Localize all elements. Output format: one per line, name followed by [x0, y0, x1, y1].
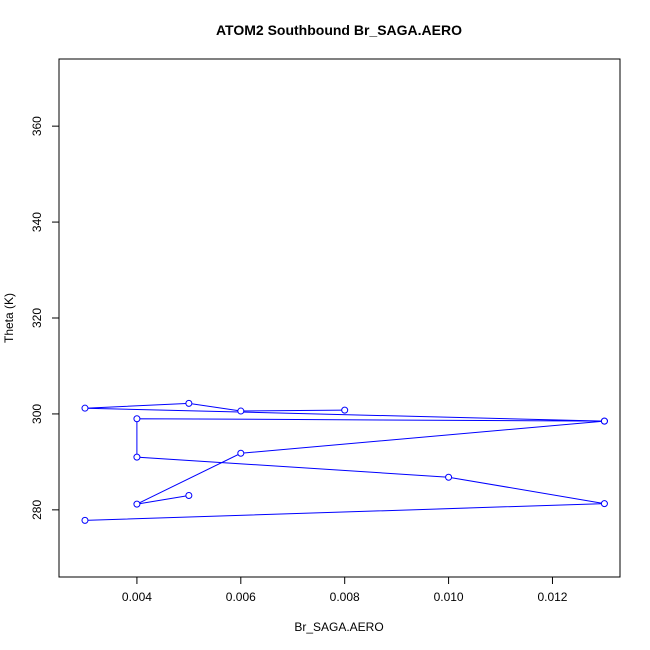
- x-axis: 0.004 0.006 0.008 0.010 0.012: [122, 576, 568, 604]
- y-tick-label: 320: [30, 308, 44, 328]
- data-point: [133, 415, 141, 423]
- data-point: [600, 500, 608, 508]
- y-tick-label: 280: [30, 500, 44, 520]
- y-tick-label: 340: [30, 212, 44, 232]
- data-point: [237, 407, 245, 415]
- x-axis-label: Br_SAGA.AERO: [294, 620, 383, 634]
- data-point: [185, 399, 193, 407]
- data-point: [341, 406, 349, 414]
- x-tick-label: 0.008: [330, 590, 360, 604]
- x-tick-label: 0.012: [537, 590, 567, 604]
- data-point: [81, 516, 89, 524]
- x-tick-label: 0.010: [434, 590, 464, 604]
- y-tick-label: 360: [30, 116, 44, 136]
- x-tick-label: 0.006: [226, 590, 256, 604]
- x-tick-label: 0.004: [122, 590, 152, 604]
- chart-title: ATOM2 Southbound Br_SAGA.AERO: [216, 22, 462, 38]
- data-point: [185, 491, 193, 499]
- plot-frame: [58, 58, 621, 578]
- series-line: [84, 402, 605, 521]
- data-point: [133, 500, 141, 508]
- y-axis-label: Theta (K): [2, 293, 16, 343]
- data-point: [445, 473, 453, 481]
- y-tick-label: 300: [30, 404, 44, 424]
- data-point: [600, 417, 608, 425]
- data-point: [237, 449, 245, 457]
- y-axis: 280 300 320 340 360: [30, 116, 60, 520]
- series-line: [136, 420, 605, 505]
- data-point: [81, 404, 89, 412]
- data-point: [133, 453, 141, 461]
- series-group: [81, 399, 608, 524]
